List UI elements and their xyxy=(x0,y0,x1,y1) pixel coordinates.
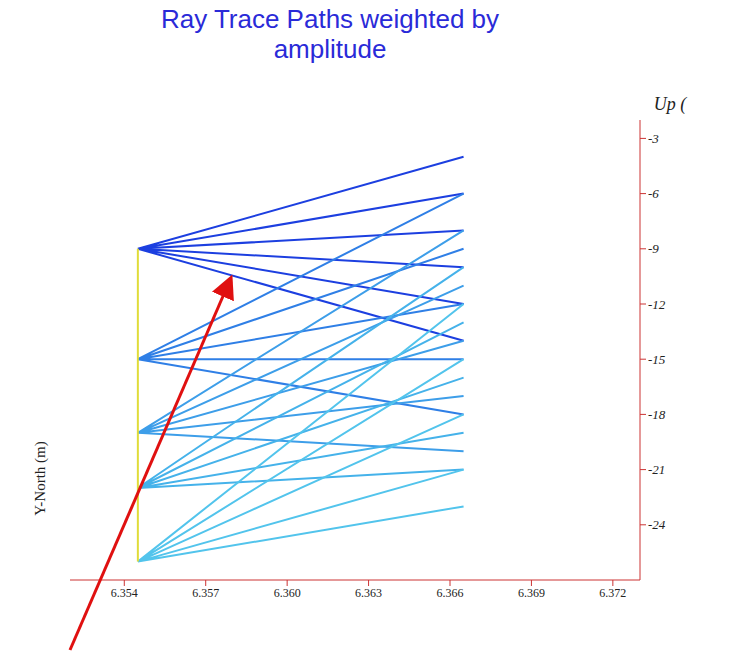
svg-text:6.360: 6.360 xyxy=(274,586,301,600)
svg-text:-21: -21 xyxy=(648,462,665,477)
svg-text:-9: -9 xyxy=(648,241,659,256)
svg-text:-6: -6 xyxy=(648,186,659,201)
html-text:Ray Trace Paths weighted by am: Ray Trace Paths weighted by amplitude xyxy=(160,4,500,64)
svg-text:-18: -18 xyxy=(648,407,666,422)
svg-text:-12: -12 xyxy=(648,297,666,312)
svg-text:-3: -3 xyxy=(648,131,659,146)
svg-text:6.357: 6.357 xyxy=(192,586,219,600)
svg-text:6.369: 6.369 xyxy=(518,586,545,600)
svg-text:Up (: Up ( xyxy=(654,94,687,115)
svg-text:6.354: 6.354 xyxy=(111,586,138,600)
svg-text:6.366: 6.366 xyxy=(437,586,464,600)
svg-text:-24: -24 xyxy=(648,517,666,532)
svg-text:6.363: 6.363 xyxy=(355,586,382,600)
svg-text:6.372: 6.372 xyxy=(599,586,626,600)
svg-text:-15: -15 xyxy=(648,352,666,367)
html-text:Y-North (m): Y-North (m) xyxy=(31,441,48,516)
